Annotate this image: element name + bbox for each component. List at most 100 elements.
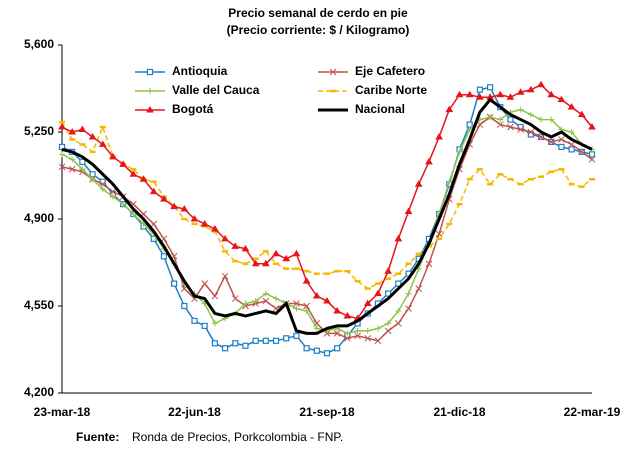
marker <box>557 95 566 103</box>
marker <box>170 202 178 210</box>
marker <box>394 234 403 242</box>
marker <box>435 132 443 140</box>
marker <box>79 158 86 165</box>
marker <box>354 332 361 340</box>
marker <box>211 340 218 347</box>
legend-label: Bogotá <box>172 102 214 116</box>
marker <box>89 176 96 183</box>
marker <box>506 93 515 100</box>
marker <box>537 133 545 141</box>
marker <box>527 111 534 118</box>
marker <box>497 116 504 123</box>
marker <box>577 110 586 118</box>
series <box>58 80 596 321</box>
marker <box>374 325 381 332</box>
marker <box>241 244 250 252</box>
marker <box>88 132 97 140</box>
marker <box>302 277 311 284</box>
marker <box>313 347 320 354</box>
y-tick-label: 4,200 <box>24 385 54 399</box>
marker <box>465 90 474 98</box>
marker <box>78 125 87 133</box>
marker <box>272 249 280 257</box>
marker <box>312 292 321 299</box>
marker <box>303 302 310 310</box>
marker <box>435 230 443 238</box>
marker <box>558 143 565 151</box>
legend-label: Valle del Cauca <box>172 83 260 97</box>
marker <box>283 335 290 342</box>
x-tick-label: 22-mar-19 <box>564 405 621 419</box>
marker <box>273 295 280 302</box>
marker <box>476 86 483 93</box>
marker <box>487 114 494 121</box>
marker <box>333 306 342 314</box>
marker <box>547 90 556 98</box>
marker <box>395 307 402 314</box>
marker <box>343 311 352 319</box>
marker <box>384 327 392 335</box>
marker <box>405 305 412 312</box>
marker <box>405 290 412 297</box>
marker <box>567 103 576 110</box>
legend-item: Antioquia <box>135 64 228 78</box>
marker <box>200 219 209 227</box>
y-tick-label: 5,600 <box>24 37 54 51</box>
marker <box>150 220 158 228</box>
marker <box>272 337 280 344</box>
marker <box>171 280 178 287</box>
marker <box>496 90 505 98</box>
marker <box>425 157 433 165</box>
marker <box>517 106 524 113</box>
marker <box>109 188 117 196</box>
marker <box>588 155 596 163</box>
marker <box>526 85 535 93</box>
marker <box>548 116 555 123</box>
marker <box>252 337 259 344</box>
legend-item: Eje Cafetero <box>318 64 425 78</box>
marker <box>384 267 393 274</box>
marker <box>109 152 117 160</box>
marker <box>344 334 351 342</box>
marker <box>303 345 310 352</box>
marker <box>140 220 147 227</box>
marker <box>385 290 392 297</box>
legend-label: Eje Cafetero <box>355 64 425 78</box>
marker <box>414 180 423 187</box>
marker <box>201 322 208 329</box>
marker <box>588 123 596 130</box>
y-tick-label: 4,900 <box>24 211 54 225</box>
marker <box>191 317 198 325</box>
marker <box>293 305 300 312</box>
marker <box>588 151 596 158</box>
marker <box>404 207 413 215</box>
marker <box>262 337 269 344</box>
legend-item: Nacional <box>318 102 405 116</box>
marker <box>139 175 148 182</box>
marker <box>211 292 219 300</box>
marker <box>130 211 137 218</box>
legend-label: Antioquia <box>172 64 228 78</box>
x-tick-label: 23-mar-18 <box>34 405 91 419</box>
x-tick-label: 21-dic-18 <box>433 405 485 419</box>
series <box>61 97 593 335</box>
marker <box>262 290 269 297</box>
marker <box>344 330 351 337</box>
marker <box>119 160 128 167</box>
marker <box>79 166 86 173</box>
marker <box>394 320 402 327</box>
marker <box>262 297 270 305</box>
marker <box>293 300 300 307</box>
marker <box>251 259 260 267</box>
marker <box>374 337 382 345</box>
marker <box>146 68 154 76</box>
marker <box>415 285 423 292</box>
marker <box>323 297 331 304</box>
marker <box>507 116 514 123</box>
marker <box>180 205 189 212</box>
marker <box>221 272 229 280</box>
marker <box>68 165 76 173</box>
series <box>58 113 596 345</box>
marker <box>211 320 218 327</box>
